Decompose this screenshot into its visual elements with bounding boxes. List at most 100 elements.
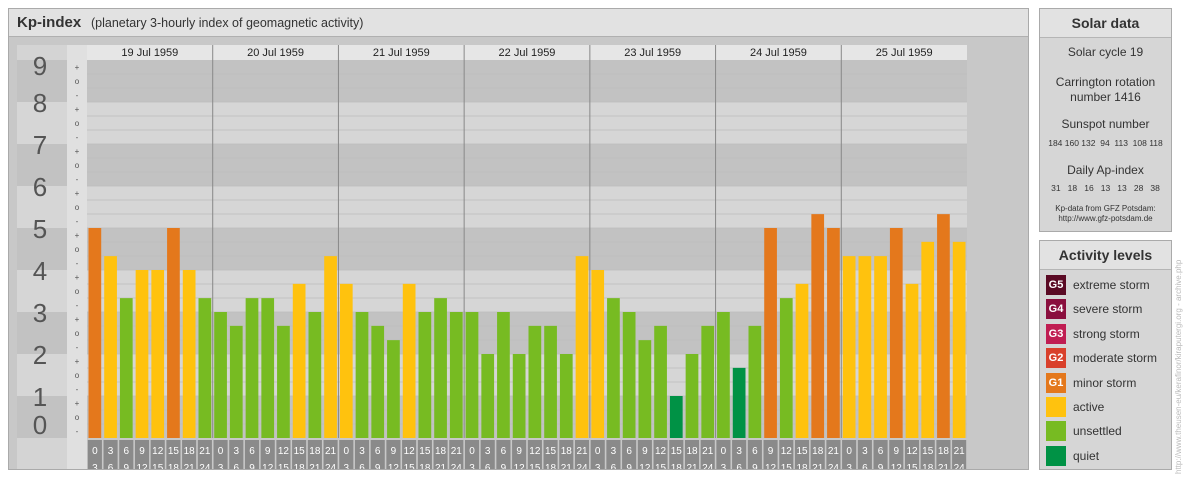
time-bin-start: 12 [152, 446, 164, 457]
activity-level-swatch: G3 [1046, 323, 1066, 344]
kp-bar [669, 396, 683, 438]
kp-bar [465, 312, 479, 438]
kp-bar [355, 312, 369, 438]
minor-tick-label: - [76, 385, 79, 394]
time-bin-start: 21 [325, 446, 337, 457]
time-bin-cell [464, 440, 480, 469]
kp-bar [811, 214, 825, 438]
time-bin-cell [323, 440, 338, 469]
time-bin-end: 18 [168, 463, 180, 469]
minor-tick-label: + [75, 231, 80, 240]
minor-tick-label: + [75, 357, 80, 366]
time-bin-start: 15 [796, 446, 808, 457]
time-bin-start: 0 [469, 446, 475, 457]
time-bin-end: 6 [485, 463, 491, 469]
minor-tick-label: + [75, 105, 80, 114]
time-bin-end: 21 [309, 463, 321, 469]
time-bin-cell [732, 440, 747, 469]
kp-bar [952, 241, 966, 438]
time-bin-cell [229, 440, 244, 469]
source-line-1: Kp-data from GFZ Potsdam: [1055, 204, 1156, 213]
time-bin-end: 6 [611, 463, 617, 469]
time-bin-start: 9 [516, 446, 522, 457]
time-bin-end: 24 [576, 463, 588, 469]
time-bin-cell [150, 440, 165, 469]
y-tick-label: 9 [33, 51, 47, 81]
time-bin-cell [936, 440, 951, 469]
activity-level-swatch [1046, 421, 1066, 442]
activity-level-swatch [1046, 445, 1066, 466]
time-bin-end: 15 [781, 463, 793, 469]
kp-bar [921, 241, 935, 438]
time-bin-end: 24 [451, 463, 463, 469]
time-bin-start: 18 [184, 446, 196, 457]
kp-bar [434, 298, 447, 438]
minor-tick-label: o [75, 161, 80, 170]
y-tick-label: 5 [33, 214, 47, 244]
kp-bar [308, 312, 322, 438]
kp-bar [324, 256, 337, 438]
time-bin-cell [779, 440, 794, 469]
activity-level-swatch [1046, 397, 1066, 417]
chart-subtitle: (planetary 3-hourly index of geomagnetic… [91, 16, 364, 30]
kp-bar [418, 312, 432, 438]
time-bin-cell [276, 440, 291, 469]
time-bin-start: 18 [812, 446, 824, 457]
day-label: 23 Jul 1959 [624, 47, 681, 59]
kp-bar [387, 340, 400, 438]
kp-bar [292, 283, 306, 438]
time-bin-start: 15 [294, 446, 306, 457]
chart-title: Kp-index [17, 14, 82, 31]
time-bin-end: 18 [419, 463, 431, 469]
time-bin-cell [339, 440, 354, 469]
y-band-label-1 [17, 354, 67, 396]
time-bin-end: 18 [545, 463, 557, 469]
time-bin-start: 3 [862, 446, 868, 457]
kp-bar [245, 298, 259, 438]
minor-tick-label: - [76, 427, 79, 436]
time-bin-start: 18 [309, 446, 321, 457]
minor-tick-label: - [76, 343, 79, 352]
time-bin-start: 3 [108, 446, 114, 457]
minor-tick-label: + [75, 189, 80, 198]
activity-level-label: strong storm [1073, 326, 1140, 341]
kp-bar [277, 325, 290, 438]
kp-bar [889, 228, 903, 438]
time-bin-end: 21 [938, 463, 950, 469]
kp-bar [827, 228, 840, 438]
y-tick-label: 6 [33, 172, 47, 202]
time-bin-end: 15 [278, 463, 290, 469]
time-bin-start: 15 [419, 446, 431, 457]
carrington-line-2: number 1416 [1070, 90, 1141, 104]
kp-bar [512, 354, 526, 438]
time-bin-start: 3 [736, 446, 742, 457]
activity-level-swatch: G4 [1046, 299, 1066, 320]
time-bin-start: 3 [611, 446, 617, 457]
y-band-5 [87, 186, 967, 228]
kp-bar [607, 298, 620, 438]
y-band-label-6 [17, 144, 67, 186]
time-bin-start: 18 [686, 446, 698, 457]
time-bin-cell [653, 440, 668, 469]
y-band-label-3 [17, 270, 67, 312]
solar-cycle: Solar cycle 19 [1067, 45, 1144, 59]
day-label: 25 Jul 1959 [876, 47, 933, 59]
time-bin-cell [952, 440, 967, 469]
time-bin-cell [747, 440, 762, 469]
time-bin-end: 21 [812, 463, 824, 469]
time-bin-end: 15 [655, 463, 667, 469]
kp-bar [544, 325, 557, 438]
kp-bar [119, 298, 133, 438]
time-bin-start: 6 [249, 446, 255, 457]
time-bin-end: 18 [922, 463, 934, 469]
kp-bar [717, 312, 730, 438]
kp-bar [167, 228, 180, 438]
time-bin-cell [904, 440, 920, 469]
time-bin-end: 9 [626, 463, 632, 469]
time-bin-end: 15 [529, 463, 541, 469]
minor-tick-label: + [75, 147, 80, 156]
kp-bar [88, 228, 102, 438]
time-bin-cell [496, 440, 511, 469]
time-bin-cell [810, 440, 825, 469]
time-bin-cell [574, 440, 590, 469]
